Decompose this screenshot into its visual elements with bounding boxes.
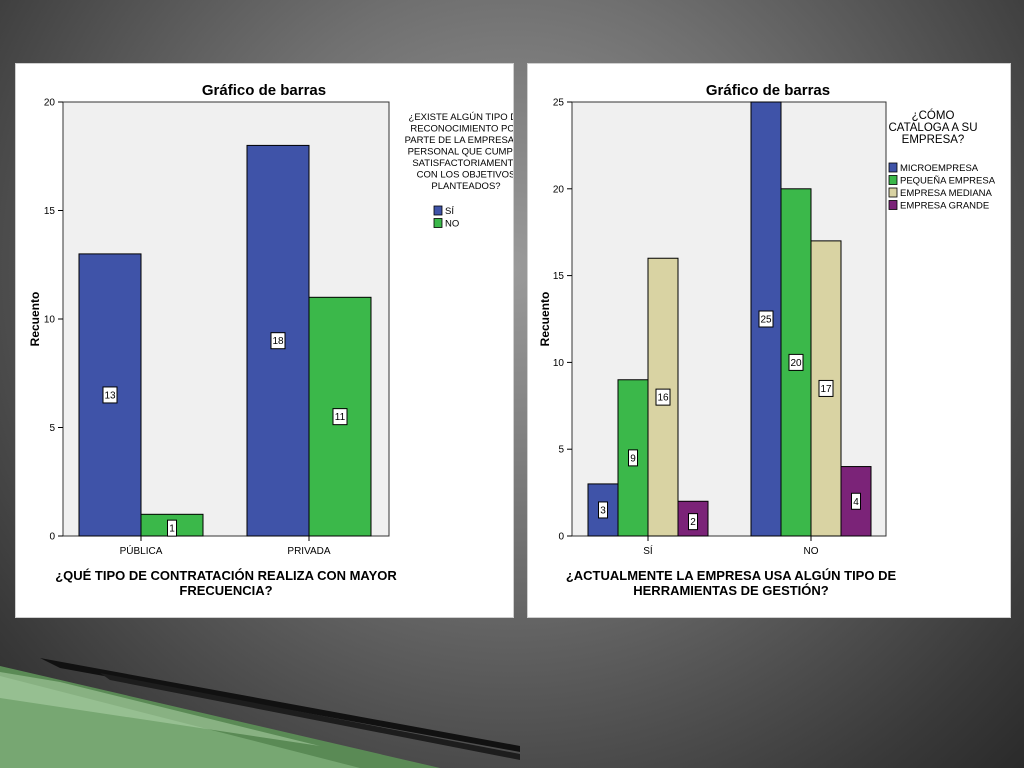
y-tick-label: 0 [49, 532, 55, 543]
x-tick-label: NO [804, 546, 819, 557]
data-label-box [598, 501, 608, 519]
legend-label: EMPRESA MEDIANA [900, 188, 993, 199]
legend-title: CON LOS OBJETIVOS [417, 170, 513, 181]
legend-title: PARTE DE LA EMPRESA AL [405, 135, 513, 146]
data-label: 11 [335, 412, 346, 423]
legend-title: CATALOGA A SU [888, 122, 977, 134]
legend-swatch [888, 175, 898, 185]
data-label-box [788, 353, 804, 371]
legend-swatch [888, 200, 898, 210]
legend-title: SATISFACTORIAMENTE [412, 158, 513, 169]
legend-title: PLANTEADOS? [431, 181, 500, 192]
data-label-box [270, 332, 286, 350]
x-tick-label: PÚBLICA [120, 544, 163, 557]
chart-panel-left: Gráfico de barras 0 5 10 15 20 Recuento 13 1 PÚBL… [15, 63, 514, 618]
y-tick-label: 20 [44, 98, 56, 109]
y-tick-label: 5 [49, 423, 55, 434]
data-label: 3 [600, 505, 606, 516]
x-axis-title: HERRAMIENTAS DE GESTIÓN? [633, 583, 829, 598]
data-label: 9 [630, 453, 636, 464]
legend-swatch [433, 205, 443, 216]
x-tick-label: PRIVADA [287, 546, 330, 557]
chart-panel-right: Gráfico de barras 0 5 10 15 20 25 Recuento 3 9 16 2… [527, 63, 1011, 618]
bar-chart-contratacion: Gráfico de barras 0 5 10 15 20 Recuento 13 1 PÚBL… [28, 82, 513, 598]
data-label-box [688, 513, 698, 531]
data-label: 17 [820, 384, 832, 395]
y-tick-label: 15 [44, 206, 56, 217]
slide-decoration [0, 658, 520, 768]
legend-title: EMPRESA? [902, 134, 965, 146]
legend-swatch [433, 218, 443, 228]
data-label: 18 [272, 336, 284, 347]
legend-label: NO [445, 219, 459, 230]
legend-title: ¿EXISTE ALGÚN TIPO DE [409, 112, 513, 123]
data-label: 16 [657, 393, 669, 404]
legend-label: MICROEMPRESA [900, 163, 979, 174]
data-label-box [851, 492, 861, 510]
legend-swatch [888, 187, 898, 198]
data-label-box [332, 408, 348, 426]
data-label-box [758, 310, 774, 328]
y-axis-title: Recuento [538, 292, 552, 347]
y-tick-label: 10 [553, 358, 565, 369]
data-label-box [102, 386, 118, 404]
data-label: 20 [790, 358, 802, 369]
data-label: 4 [853, 497, 859, 508]
data-label-box [818, 379, 834, 397]
chart-title: Gráfico de barras [202, 82, 326, 99]
data-label-box [655, 388, 671, 406]
data-label: 1 [169, 524, 175, 535]
legend-title: ¿CÓMO [912, 109, 955, 122]
x-tick-label: SÍ [643, 544, 653, 557]
y-tick-label: 0 [558, 532, 564, 543]
data-label-box [167, 519, 177, 537]
data-label: 13 [104, 390, 116, 401]
x-axis-title: ¿ACTUALMENTE LA EMPRESA USA ALGÚN TIPO D… [566, 568, 897, 583]
data-label: 25 [760, 315, 772, 326]
legend-label: SÍ [445, 206, 454, 217]
legend-label: EMPRESA GRANDE [900, 201, 989, 212]
y-tick-label: 20 [553, 184, 565, 195]
y-tick-label: 15 [553, 271, 565, 282]
legend-label: PEQUEÑA EMPRESA [900, 176, 996, 187]
bar-chart-herramientas: Gráfico de barras 0 5 10 15 20 25 Recuento 3 9 16 2… [538, 82, 996, 598]
chart-title: Gráfico de barras [706, 82, 830, 99]
legend-swatch [888, 162, 898, 173]
legend-title: PERSONAL QUE CUMPLE [408, 147, 513, 158]
data-label-box [628, 449, 638, 467]
legend-title: RECONOCIMIENTO POR [410, 124, 513, 135]
y-tick-label: 25 [553, 98, 565, 109]
y-axis-title: Recuento [28, 292, 42, 347]
y-tick-label: 5 [558, 445, 564, 456]
x-axis-title: FRECUENCIA? [179, 583, 272, 598]
x-axis-title: ¿QUÉ TIPO DE CONTRATACIÓN REALIZA CON MA… [55, 568, 397, 583]
data-label: 2 [690, 517, 696, 528]
y-tick-label: 10 [44, 315, 56, 326]
